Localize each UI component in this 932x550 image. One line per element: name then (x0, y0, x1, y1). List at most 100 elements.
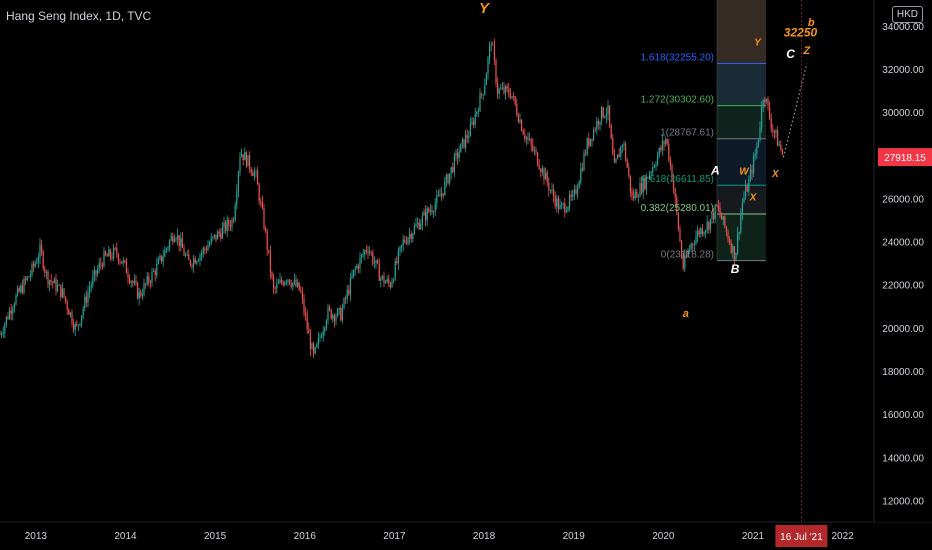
candle-body (476, 111, 478, 115)
candle-body (705, 229, 707, 233)
candle-body (269, 251, 271, 273)
candle-body (716, 204, 718, 206)
candle-body (156, 264, 158, 276)
fib-label: 0(23118.28) (661, 250, 714, 261)
candle-body (546, 172, 548, 183)
candle-body (308, 329, 310, 334)
candle-body (561, 203, 563, 205)
candle-body (697, 230, 699, 237)
candle-body (44, 268, 46, 273)
candle-body (565, 210, 567, 213)
candle-body (263, 208, 265, 229)
candle-body (201, 253, 203, 255)
candle-body (31, 263, 33, 275)
candle-body (489, 45, 491, 58)
candle-body (65, 296, 67, 302)
candle-body (161, 255, 163, 262)
candle-body (682, 256, 684, 269)
candle-body (121, 261, 123, 264)
candle-body (290, 283, 292, 287)
fib-zone (717, 105, 766, 139)
candle-body (738, 231, 740, 234)
candle-body (335, 316, 337, 321)
wave-label: b (808, 17, 815, 29)
candle-body (274, 288, 276, 289)
candle-body (327, 307, 329, 321)
candle-body (129, 277, 131, 283)
candle-body (428, 208, 430, 212)
candle-body (322, 331, 324, 338)
y-tick-label: 14000.00 (882, 453, 924, 464)
fib-zone (717, 63, 766, 106)
price-axis[interactable]: 12000.00 14000.00 16000.00 18000.00 20000.00… (875, 0, 932, 522)
candle-body (217, 231, 219, 240)
candle-body (687, 251, 689, 257)
x-tick-label: 2019 (563, 531, 586, 542)
candle-body (753, 156, 755, 174)
candle-body (15, 295, 17, 305)
candle-body (572, 193, 574, 197)
candle-body (778, 144, 780, 146)
candle-body (105, 251, 107, 256)
candle-body (434, 203, 436, 212)
candle-body (775, 130, 777, 133)
candle-body (177, 235, 179, 240)
candle-body (538, 165, 540, 170)
candle-body (316, 343, 318, 348)
candle-body (581, 168, 583, 171)
candle-body (313, 343, 315, 354)
candle-body (759, 127, 761, 140)
candle-body (364, 250, 366, 255)
candle-body (333, 315, 335, 321)
candle-body (332, 315, 334, 319)
candle-body (309, 333, 311, 350)
candle-body (519, 119, 521, 123)
candle-body (525, 137, 527, 139)
candle-body (626, 159, 628, 168)
date-badge-label: 16 Jul '21 (780, 532, 823, 543)
candle-body (637, 196, 639, 198)
y-tick-label: 32000.00 (882, 65, 924, 76)
candle-body (420, 224, 422, 230)
candle-body (225, 222, 227, 232)
candle-body (727, 231, 729, 240)
time-axis[interactable]: 2013 2014 2015 2016 2017 2018 2019 2020 2021 2022 (25, 531, 854, 542)
candle-body (241, 154, 243, 157)
candle-body (553, 189, 555, 197)
candle-body (97, 269, 99, 275)
candle-body (695, 236, 697, 245)
candle-body (18, 288, 20, 292)
candle-body (530, 139, 532, 145)
candle-body (471, 121, 473, 124)
candle-body (81, 315, 83, 324)
candle-body (391, 281, 393, 287)
candle-body (617, 154, 619, 160)
candle-body (220, 233, 222, 239)
wave-label: a (683, 308, 689, 320)
candle-body (95, 270, 97, 275)
y-tick-label: 34000.00 (882, 22, 924, 33)
candle-body (185, 254, 187, 256)
fib-label: 1.272(30302.60) (641, 95, 714, 106)
candle-body (668, 143, 670, 161)
candle-body (215, 234, 217, 240)
candle-body (671, 164, 673, 181)
candle-body (415, 224, 417, 227)
candle-body (725, 226, 727, 232)
candle-body (74, 323, 76, 330)
candle-body (394, 261, 396, 280)
price-axis-background (875, 0, 932, 522)
y-tick-label: 22000.00 (882, 281, 924, 292)
candle-body (89, 287, 91, 293)
candle-body (594, 129, 596, 131)
candle-body (717, 205, 719, 208)
currency-button[interactable]: HKD (891, 6, 923, 23)
fib-retracement[interactable] (716, 0, 766, 262)
candle-body (253, 172, 255, 176)
y-tick-label: 12000.00 (882, 496, 924, 507)
candle-body (340, 308, 342, 321)
candle-body (644, 178, 646, 189)
candle-body (772, 129, 774, 131)
candle-body (338, 308, 340, 310)
